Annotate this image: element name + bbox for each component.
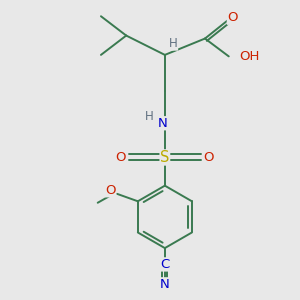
Text: OH: OH: [239, 50, 260, 63]
Text: N: N: [160, 278, 170, 291]
Text: N: N: [158, 117, 167, 130]
Text: S: S: [160, 150, 170, 165]
Text: H: H: [169, 37, 178, 50]
Text: H: H: [145, 110, 154, 123]
Text: O: O: [204, 151, 214, 164]
Text: O: O: [116, 151, 126, 164]
Text: C: C: [160, 258, 170, 271]
Text: O: O: [227, 11, 238, 24]
Text: O: O: [105, 184, 116, 197]
